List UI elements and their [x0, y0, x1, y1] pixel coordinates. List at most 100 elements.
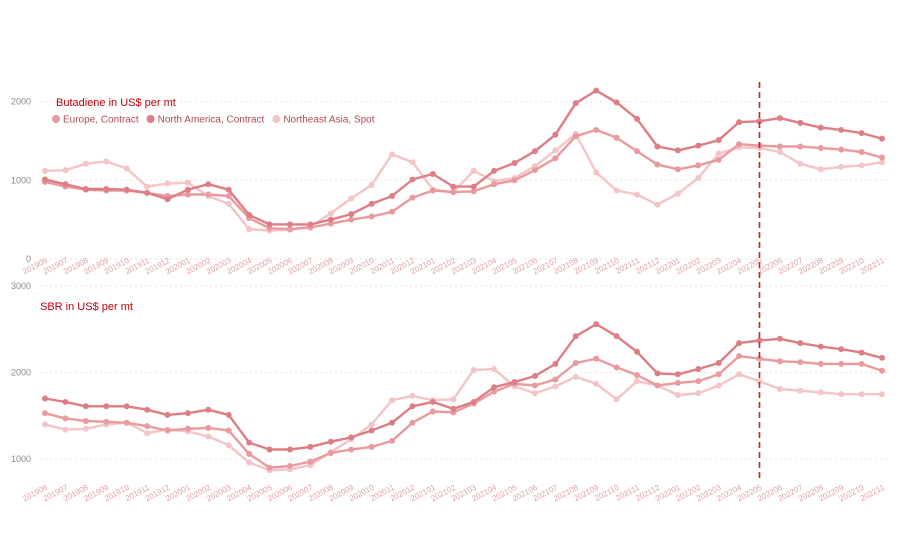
sbr-point	[572, 333, 579, 340]
sbr-point	[164, 427, 171, 434]
sbr-point	[695, 390, 702, 397]
sbr-point	[756, 378, 763, 385]
sbr-point	[144, 430, 151, 437]
sbr-point	[184, 425, 191, 432]
butadiene-point	[695, 162, 702, 169]
sbr-point	[266, 446, 273, 453]
butadiene-point	[348, 216, 355, 223]
butadiene-y-axis: 0 1000 2000	[11, 97, 31, 264]
sbr-point	[205, 424, 212, 431]
butadiene-point	[42, 167, 48, 174]
butadiene-point	[42, 176, 48, 183]
sbr-series-line-1	[44, 322, 883, 451]
butadiene-point	[348, 195, 355, 202]
sbr-point	[225, 411, 232, 418]
sbr-point	[389, 397, 396, 404]
butadiene-point	[409, 176, 416, 183]
butadiene-point	[184, 186, 191, 193]
butadiene-point	[450, 183, 457, 190]
butadiene-point	[634, 148, 641, 155]
sbr-point	[368, 421, 375, 428]
sbr-gridlines	[40, 285, 888, 460]
butadiene-point	[429, 171, 436, 178]
sbr-point	[613, 364, 620, 371]
sbr-point	[613, 333, 620, 340]
sbr-point	[593, 355, 600, 362]
butadiene-point	[62, 167, 69, 174]
butadiene-point	[470, 167, 477, 174]
butadiene-series-line-2	[44, 132, 883, 232]
butadiene-point	[552, 147, 559, 154]
butadiene-point	[205, 191, 212, 198]
sbr-y-axis: 1000 2000 3000	[11, 281, 31, 464]
sbr-y-tick-label: 2000	[11, 368, 31, 378]
sbr-point	[879, 354, 885, 361]
butadiene-point	[286, 221, 293, 228]
butadiene-point	[674, 190, 681, 197]
butadiene-legend: Europe, Contract North America, Contract N…	[52, 115, 375, 126]
sbr-title: SBR in US$ per mt	[40, 301, 133, 313]
butadiene-point	[164, 196, 171, 203]
butadiene-point	[654, 143, 661, 150]
sbr-point	[817, 389, 824, 396]
sbr-point	[42, 410, 48, 417]
legend-label-0: Europe, Contract	[63, 115, 139, 126]
sbr-point	[348, 434, 355, 441]
butadiene-title: Butadiene in US$ per mt	[56, 97, 176, 109]
sbr-point	[531, 382, 538, 389]
butadiene-point	[62, 181, 69, 188]
sbr-series-line-0	[44, 354, 883, 469]
butadiene-point	[817, 145, 824, 152]
sbr-point	[144, 423, 151, 430]
legend-label-2: Northeast Asia, Spot	[283, 115, 374, 126]
butadiene-point	[736, 119, 743, 126]
butadiene-point	[429, 187, 436, 194]
butadiene-point	[879, 159, 885, 166]
butadiene-point	[307, 221, 314, 228]
sbr-point	[858, 349, 865, 356]
sbr-point	[42, 421, 48, 428]
sbr-point	[491, 366, 498, 373]
sbr-point	[593, 380, 600, 387]
sbr-point	[674, 379, 681, 386]
butadiene-point	[286, 226, 293, 233]
butadiene-point	[715, 156, 722, 163]
sbr-point	[736, 340, 743, 347]
butadiene-point	[674, 147, 681, 154]
butadiene-point	[715, 137, 722, 144]
butadiene-point	[409, 194, 416, 201]
sbr-point	[838, 391, 845, 398]
sbr-point	[123, 419, 130, 426]
sbr-point	[103, 403, 110, 410]
sbr-point	[674, 371, 681, 378]
sbr-point	[450, 396, 457, 403]
butadiene-point	[368, 200, 375, 207]
butadiene-point	[858, 148, 865, 155]
butadiene-point	[225, 200, 232, 207]
sbr-point	[123, 403, 130, 410]
butadiene-point	[776, 115, 783, 122]
sbr-point	[266, 464, 273, 471]
butadiene-point	[531, 148, 538, 155]
butadiene-point	[225, 186, 232, 193]
butadiene-point	[613, 187, 620, 194]
legend-marker-2	[272, 115, 281, 123]
sbr-point	[470, 398, 477, 405]
sbr-point	[776, 385, 783, 392]
sbr-point	[531, 372, 538, 379]
sbr-point	[634, 378, 641, 385]
sbr-point	[634, 348, 641, 355]
sbr-point	[205, 406, 212, 413]
sbr-point	[82, 417, 89, 424]
sbr-point	[756, 337, 763, 344]
sbr-point	[776, 358, 783, 365]
butadiene-series	[42, 87, 885, 234]
sbr-point	[736, 371, 743, 378]
butadiene-point	[715, 150, 722, 157]
sbr-point	[103, 418, 110, 425]
butadiene-point	[736, 141, 743, 148]
sbr-point	[246, 450, 253, 457]
butadiene-x-tick-label: 202211	[859, 256, 887, 276]
butadiene-point	[674, 166, 681, 173]
